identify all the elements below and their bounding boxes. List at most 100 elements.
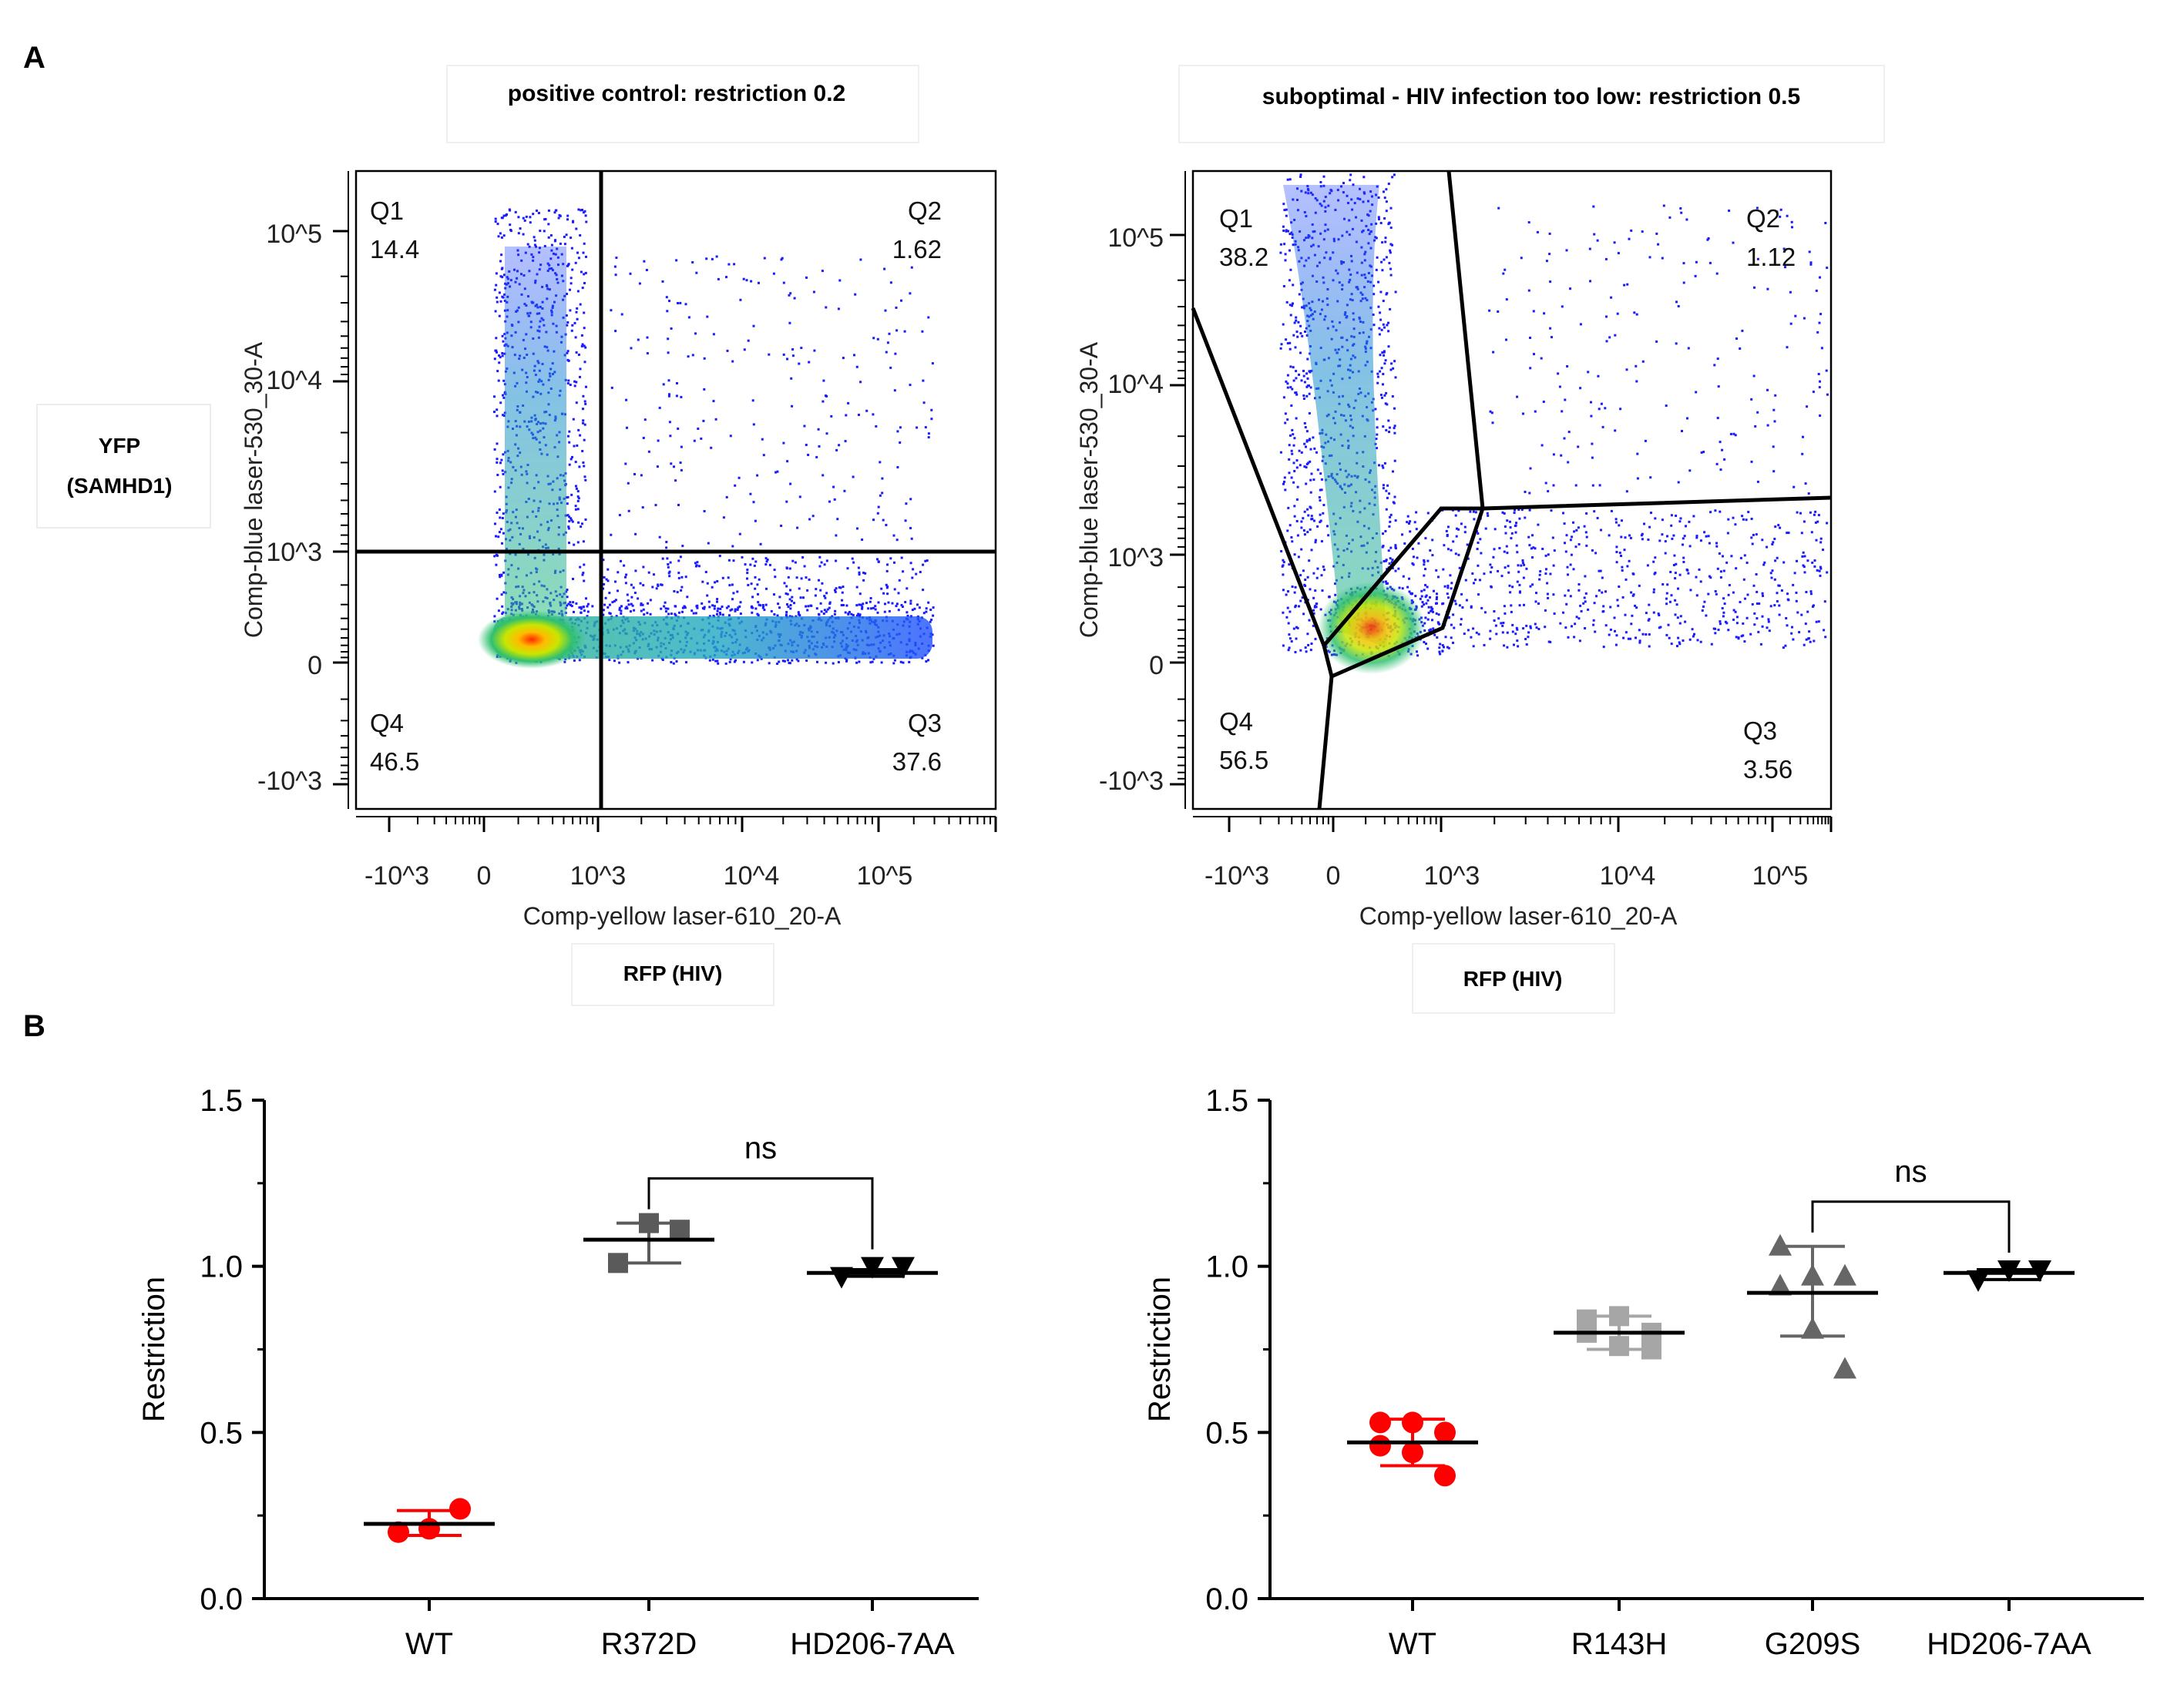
- flow-event-dot: [1282, 559, 1285, 562]
- flow-xtick-2-3: 10^4: [1600, 861, 1656, 891]
- flow-event-dot: [583, 361, 586, 364]
- flow-event-dot: [1425, 594, 1428, 597]
- flow-event-dot: [681, 606, 684, 609]
- flow-q1-value-2: 38.2: [1219, 243, 1268, 271]
- flow-event-dot: [1593, 510, 1596, 513]
- flow-event-dot: [1569, 539, 1572, 542]
- flow-event-dot: [814, 594, 817, 597]
- flow-event-dot: [1413, 521, 1416, 524]
- flow-event-dot: [497, 235, 500, 238]
- flow-event-dot: [1582, 602, 1585, 605]
- flow-event-dot: [582, 394, 585, 398]
- flow-event-dot: [627, 661, 630, 664]
- data-point: [1434, 1465, 1456, 1487]
- flow-event-dot: [852, 561, 855, 564]
- flow-event-dot: [608, 659, 611, 662]
- flow-event-dot: [1308, 559, 1311, 562]
- flow-event-dot: [1563, 437, 1566, 440]
- flow-event-dot: [785, 567, 788, 570]
- flow-event-dot: [1699, 580, 1702, 583]
- flow-event-dot: [529, 221, 532, 224]
- flow-event-dot: [1315, 576, 1319, 579]
- flow-event-dot: [727, 576, 730, 579]
- flow-event-dot: [825, 610, 828, 613]
- flow-event-dot: [1375, 438, 1378, 441]
- flow-event-dot: [1630, 229, 1633, 232]
- flow-event-dot: [1578, 639, 1581, 643]
- flow-event-dot: [1792, 583, 1795, 586]
- x-tick-label: HD206-7AA: [1927, 1627, 2091, 1661]
- flow-event-dot: [1406, 515, 1409, 518]
- flow-event-dot: [1535, 626, 1538, 629]
- flow-q3-value-2: 3.56: [1743, 755, 1792, 784]
- flow-event-dot: [536, 210, 538, 212]
- flow-event-dot: [817, 428, 820, 431]
- flow-event-dot: [885, 586, 889, 589]
- flow-event-dot: [1714, 509, 1717, 512]
- flow-event-dot: [1678, 622, 1682, 625]
- flow-event-dot: [1414, 595, 1417, 598]
- flow-event-dot: [752, 423, 755, 426]
- flow-event-dot: [1669, 571, 1672, 573]
- flow-event-dot: [575, 487, 578, 490]
- flow-event-dot: [896, 466, 899, 468]
- flow-event-dot: [716, 598, 719, 601]
- flow-event-dot: [495, 284, 498, 287]
- flow-event-dot: [614, 330, 617, 333]
- flow-event-dot: [865, 602, 868, 605]
- flow-q3-name-1: Q3: [908, 709, 942, 737]
- flow-event-dot: [1810, 531, 1813, 534]
- flow-event-dot: [753, 564, 756, 567]
- flow-event-dot: [1670, 643, 1673, 646]
- flow-event-dot: [932, 614, 935, 617]
- flow-event-dot: [1513, 512, 1516, 515]
- flow-event-dot: [909, 498, 912, 501]
- flow-event-dot: [1552, 593, 1555, 596]
- flow-event-dot: [1773, 604, 1776, 607]
- flow-event-dot: [643, 613, 646, 616]
- data-point: [1609, 1336, 1629, 1357]
- flow-event-dot: [637, 597, 640, 600]
- flow-event-dot: [1705, 535, 1708, 538]
- flow-event-dot: [1659, 626, 1662, 629]
- flow-event-dot: [1300, 451, 1303, 454]
- flow-event-dot: [1641, 230, 1644, 233]
- flow-event-dot: [519, 227, 522, 230]
- flow-event-dot: [1282, 573, 1285, 576]
- flow-event-dot: [1719, 510, 1722, 513]
- flow-event-dot: [502, 296, 505, 299]
- flow-event-dot: [503, 293, 506, 296]
- flow-event-dot: [620, 612, 623, 615]
- flow-event-dot: [504, 214, 507, 217]
- flow-event-dot: [1789, 290, 1792, 294]
- flow-event-dot: [679, 555, 682, 559]
- row-label-line2: (SAMHD1): [67, 474, 173, 498]
- flow-event-dot: [857, 566, 860, 569]
- flow-event-dot: [1717, 629, 1720, 631]
- flow-event-dot: [1592, 205, 1595, 208]
- flow-event-dot: [1571, 535, 1574, 539]
- flow-event-dot: [783, 582, 786, 585]
- flow-event-dot: [1594, 552, 1598, 555]
- flow-event-dot: [568, 520, 571, 523]
- flow-event-dot: [841, 599, 844, 602]
- flow-event-dot: [805, 605, 808, 608]
- flow-event-dot: [1610, 296, 1613, 299]
- flow-event-dot: [932, 644, 935, 647]
- flow-event-dot: [1456, 527, 1458, 530]
- flow-event-dot: [610, 386, 613, 389]
- flow-event-dot: [695, 564, 698, 567]
- flow-event-dot: [1447, 596, 1450, 599]
- flow-event-dot: [517, 232, 520, 235]
- flow-event-dot: [581, 287, 584, 290]
- flow-event-dot: [1715, 542, 1718, 545]
- flow-event-dot: [1707, 592, 1710, 596]
- flow-event-dot: [499, 401, 502, 404]
- flow-event-dot: [1825, 369, 1828, 372]
- flow-event-dot: [691, 261, 694, 263]
- flow-event-dot: [1805, 638, 1808, 641]
- flow-event-dot: [566, 596, 569, 599]
- flow-event-dot: [751, 399, 754, 402]
- flow-event-dot: [1608, 336, 1611, 339]
- flow-event-dot: [1518, 583, 1521, 586]
